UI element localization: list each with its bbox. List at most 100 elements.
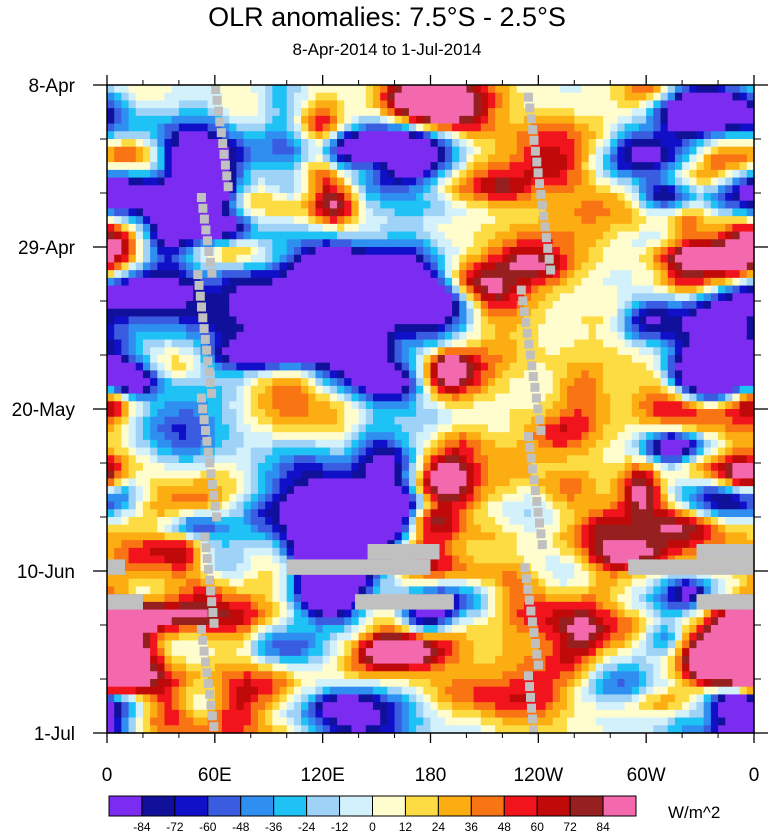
field-cell [703, 455, 712, 464]
field-cell [473, 123, 482, 132]
field-cell [746, 316, 755, 325]
field-cell [416, 262, 424, 271]
field-cell [135, 424, 144, 433]
field-cell [394, 455, 403, 464]
field-cell [725, 324, 734, 333]
field-cell [473, 424, 482, 433]
field-cell [495, 270, 503, 279]
field-cell [459, 486, 468, 495]
field-cell [545, 347, 554, 356]
field-cell [430, 200, 439, 210]
field-cell [725, 262, 734, 271]
field-cell [408, 247, 417, 256]
field-cell [243, 370, 252, 379]
field-cell [394, 470, 403, 480]
field-cell [488, 247, 496, 256]
field-cell [559, 355, 568, 364]
field-cell [286, 223, 295, 233]
field-cell [437, 208, 446, 217]
field-cell [351, 262, 360, 271]
field-cell [610, 185, 619, 194]
field-cell [128, 115, 137, 125]
field-cell [365, 362, 374, 372]
field-cell [222, 486, 230, 495]
field-cell [372, 92, 381, 102]
field-cell [495, 478, 503, 487]
field-cell [646, 347, 654, 356]
field-cell [257, 478, 266, 487]
field-cell [552, 378, 561, 387]
field-cell [480, 463, 489, 472]
field-cell [329, 123, 338, 132]
field-cell [674, 424, 683, 433]
field-cell [293, 463, 302, 472]
field-cell [207, 401, 216, 410]
field-cell [638, 162, 647, 171]
field-cell [545, 455, 554, 464]
field-cell [344, 177, 353, 186]
field-cell [222, 316, 230, 325]
field-cell [595, 169, 604, 179]
field-cell [308, 409, 317, 418]
field-cell [423, 416, 432, 426]
field-cell [739, 223, 748, 233]
field-cell [222, 370, 230, 379]
field-cell [394, 208, 403, 217]
field-cell [380, 478, 388, 487]
field-cell [365, 347, 374, 356]
field-cell [581, 100, 590, 109]
field-cell [337, 501, 345, 510]
field-cell [380, 355, 388, 364]
field-cell [322, 193, 331, 202]
field-cell [193, 239, 202, 248]
field-cell [286, 339, 295, 348]
field-cell [142, 193, 151, 202]
field-cell [408, 509, 417, 518]
field-cell [624, 447, 633, 456]
field-cell [207, 277, 216, 287]
field-cell [459, 231, 468, 240]
field-cell [430, 293, 439, 302]
field-cell [257, 509, 266, 518]
field-cell [142, 401, 151, 410]
field-cell [459, 362, 468, 372]
field-cell [315, 85, 324, 94]
field-cell [186, 139, 194, 148]
field-cell [315, 231, 324, 240]
field-cell [689, 432, 698, 441]
field-cell [617, 439, 626, 449]
field-cell [452, 401, 460, 410]
field-cell [581, 247, 590, 256]
field-cell [725, 362, 734, 372]
field-cell [394, 393, 403, 402]
field-cell [150, 416, 158, 426]
field-cell [660, 177, 669, 186]
field-cell [682, 293, 690, 302]
field-cell [236, 270, 245, 279]
field-cell [452, 285, 460, 294]
field-cell [631, 254, 640, 264]
field-cell [236, 100, 245, 109]
field-cell [595, 293, 604, 302]
field-cell [452, 169, 460, 179]
field-cell [703, 501, 712, 510]
field-cell [257, 85, 266, 94]
field-cell [315, 108, 324, 117]
field-cell [660, 385, 669, 395]
field-cell [610, 85, 619, 94]
field-cell [473, 262, 482, 271]
field-cell [423, 100, 432, 109]
field-cell [588, 85, 597, 94]
field-cell [603, 92, 611, 102]
field-cell [559, 123, 568, 132]
field-cell [718, 308, 726, 318]
field-cell [135, 285, 144, 294]
field-cell [315, 146, 324, 156]
field-cell [466, 85, 475, 94]
field-cell [538, 262, 547, 271]
field-cell [401, 285, 410, 294]
field-cell [423, 146, 432, 156]
field-cell [229, 401, 237, 410]
field-cell [674, 100, 683, 109]
field-cell [401, 501, 410, 510]
